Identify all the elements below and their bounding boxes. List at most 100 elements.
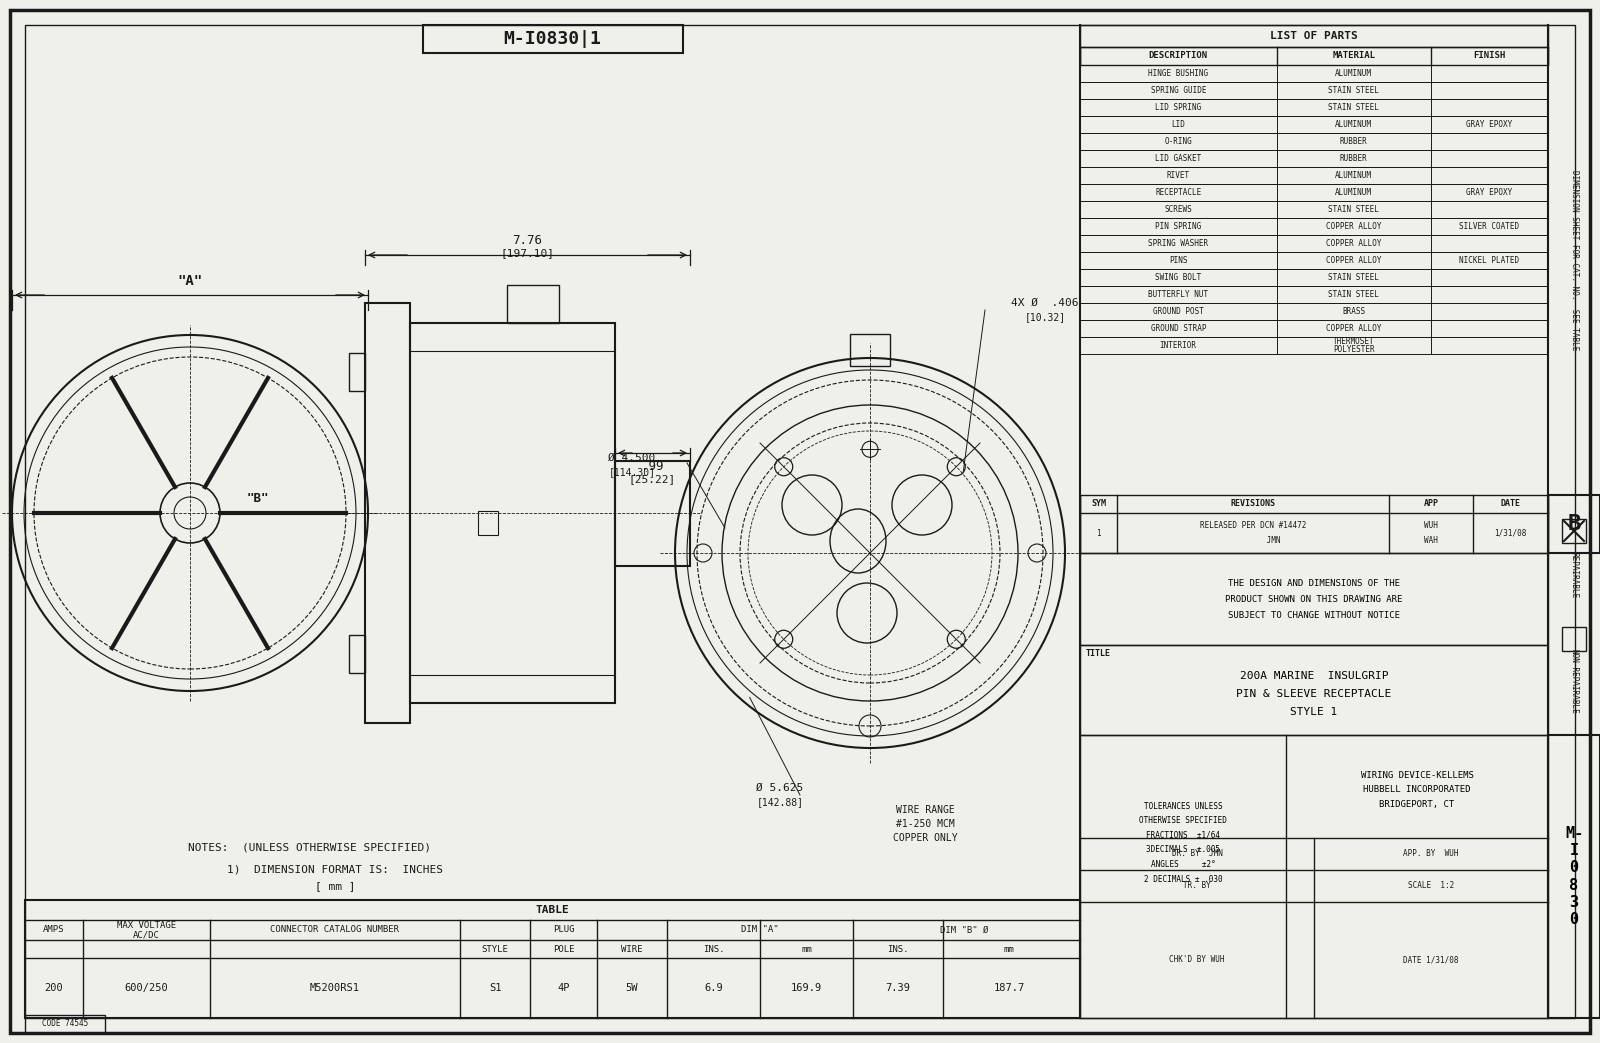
Text: TABLE: TABLE [536,905,570,915]
Bar [1080,218,1549,235]
Text: STYLE: STYLE [482,945,509,953]
Bar [1562,627,1586,651]
Text: COPPER ALLOY: COPPER ALLOY [1326,222,1381,231]
Text: 1: 1 [1096,529,1101,537]
Text: 169.9: 169.9 [790,983,822,993]
Text: INTERIOR: INTERIOR [1160,341,1197,350]
Text: DR. BY  JMN: DR. BY JMN [1171,849,1222,858]
Text: ALUMINUM: ALUMINUM [1336,120,1373,129]
Text: APP. BY  WUH: APP. BY WUH [1403,849,1459,858]
Bar [1562,519,1586,543]
Text: GRAY EPOXY: GRAY EPOXY [1466,120,1512,129]
Bar [422,25,683,53]
Text: GROUND STRAP: GROUND STRAP [1150,324,1206,333]
Text: .99: .99 [642,460,664,472]
Text: 7.39: 7.39 [885,983,910,993]
Text: COPPER ALLOY: COPPER ALLOY [1326,324,1381,333]
Text: SCREWS: SCREWS [1165,205,1192,214]
Text: [197.10]: [197.10] [501,248,555,258]
Text: O-RING: O-RING [1165,137,1192,146]
Text: DESCRIPTION: DESCRIPTION [1149,51,1208,60]
Text: M-
I
0
8
3
0: M- I 0 8 3 0 [1565,825,1582,927]
Text: MATERIAL: MATERIAL [1333,51,1376,60]
Text: STAIN STEEL: STAIN STEEL [1328,273,1379,282]
Text: GRAY EPOXY: GRAY EPOXY [1466,188,1512,197]
Text: DIM "A": DIM "A" [741,925,779,935]
Bar [1080,99,1549,116]
Text: TR. BY: TR. BY [1182,881,1211,891]
Text: 6.9: 6.9 [704,983,723,993]
Text: SWING BOLT: SWING BOLT [1155,273,1202,282]
Text: THERMOSET: THERMOSET [1333,338,1374,346]
Text: COPPER ALLOY: COPPER ALLOY [1326,256,1381,265]
Bar [1080,304,1549,320]
Text: 200A MARINE  INSULGRIP
PIN & SLEEVE RECEPTACLE
STYLE 1: 200A MARINE INSULGRIP PIN & SLEEVE RECEP… [1237,671,1392,717]
Text: WAH: WAH [1424,536,1438,544]
Text: POLYESTER: POLYESTER [1333,345,1374,355]
Text: RECEPTACLE: RECEPTACLE [1155,188,1202,197]
Text: mm: mm [1003,945,1014,953]
Text: AMPS: AMPS [43,925,64,935]
Bar [410,323,614,703]
Text: STAIN STEEL: STAIN STEEL [1328,205,1379,214]
Bar [1080,150,1549,167]
Text: JMN: JMN [1226,536,1282,544]
Bar [1080,134,1549,150]
Bar [1080,47,1549,65]
Text: "A": "A" [178,274,203,288]
Text: COPPER ONLY: COPPER ONLY [893,833,957,843]
Text: REPAIRABLE: REPAIRABLE [1570,552,1579,598]
Text: PINS: PINS [1170,256,1187,265]
Bar [1549,495,1600,553]
Text: SCALE  1:2: SCALE 1:2 [1408,881,1454,891]
Bar [1080,252,1549,269]
Text: INS.: INS. [888,945,909,953]
Bar [1080,735,1549,1018]
Text: PIN SPRING: PIN SPRING [1155,222,1202,231]
Text: 5W: 5W [626,983,638,993]
Bar [850,334,890,366]
Text: DATE 1/31/08: DATE 1/31/08 [1403,955,1459,965]
Bar [1080,184,1549,201]
Text: WIRE: WIRE [621,945,643,953]
Bar [1080,116,1549,134]
Text: GROUND POST: GROUND POST [1154,307,1203,316]
Text: DIM "B" Ø: DIM "B" Ø [939,925,989,935]
Text: SYM: SYM [1091,500,1106,509]
Text: TITLE: TITLE [1086,650,1110,658]
Text: [114.30]: [114.30] [608,467,656,477]
Text: CHK'D BY WUH: CHK'D BY WUH [1170,955,1224,965]
Text: INS.: INS. [702,945,725,953]
Text: PLUG: PLUG [552,925,574,935]
Text: M-I0830|1: M-I0830|1 [504,30,602,48]
Text: [ mm ]: [ mm ] [315,881,355,891]
Text: [25.22]: [25.22] [629,474,677,484]
Bar [26,1015,106,1033]
Text: SPRING GUIDE: SPRING GUIDE [1150,86,1206,95]
Text: 4X Ø  .406: 4X Ø .406 [1011,298,1078,308]
Text: ALUMINUM: ALUMINUM [1336,171,1373,180]
Text: AC/DC: AC/DC [133,930,160,940]
Text: 187.7: 187.7 [994,983,1024,993]
Text: COPPER ALLOY: COPPER ALLOY [1326,239,1381,248]
Text: STAIN STEEL: STAIN STEEL [1328,86,1379,95]
Text: #1-250 MCM: #1-250 MCM [896,819,954,829]
Text: CONNECTOR CATALOG NUMBER: CONNECTOR CATALOG NUMBER [270,925,400,935]
Bar [349,354,365,391]
Text: TOLERANCES UNLESS
OTHERWISE SPECIFIED
FRACTIONS  ±1/64
3DECIMALS  ±.005
ANGLES  : TOLERANCES UNLESS OTHERWISE SPECIFIED FR… [1139,801,1227,883]
Bar [1080,495,1549,553]
Text: NON-REPAIRABLE: NON-REPAIRABLE [1570,649,1579,713]
Text: SILVER COATED: SILVER COATED [1459,222,1520,231]
Text: POLE: POLE [552,945,574,953]
Text: 4P: 4P [557,983,570,993]
Text: LIST OF PARTS: LIST OF PARTS [1270,31,1358,41]
Text: 200: 200 [45,983,64,993]
Text: mm: mm [802,945,811,953]
Bar [1080,235,1549,252]
Bar [507,285,558,323]
Bar [1080,645,1549,735]
Text: FINISH: FINISH [1474,51,1506,60]
Bar [478,511,498,535]
Text: M5200RS1: M5200RS1 [310,983,360,993]
Text: DATE: DATE [1501,500,1520,509]
